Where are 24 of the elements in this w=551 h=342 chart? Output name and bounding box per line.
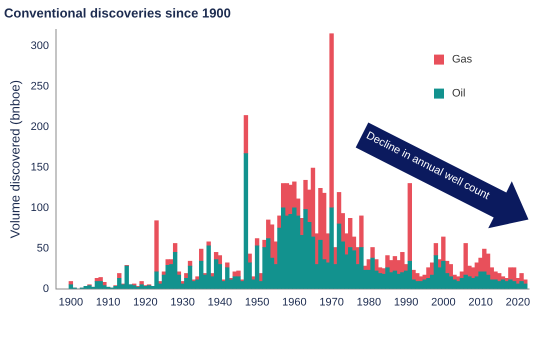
legend-label: Oil <box>452 88 466 100</box>
x-tick-label: 1950 <box>244 296 270 308</box>
x-tick-label: 2000 <box>431 296 456 308</box>
chart-title: Conventional discoveries since 1900 <box>4 5 231 20</box>
x-tick-label: 1940 <box>208 296 232 308</box>
y-tick-label: 100 <box>30 202 49 214</box>
x-tick-label: 1990 <box>394 296 418 308</box>
y-axis-title: Volume discovered (bnboe) <box>7 80 22 238</box>
legend-label: Gas <box>452 54 473 66</box>
x-tick-label: 1970 <box>319 296 344 308</box>
y-tick-label: 200 <box>30 120 49 133</box>
y-tick-label: 50 <box>36 242 49 254</box>
x-tick-label: 1980 <box>356 296 382 308</box>
x-tick-label: 1910 <box>96 296 120 308</box>
x-tick-label: 2020 <box>506 296 530 308</box>
x-tick-label: 1900 <box>58 296 84 308</box>
x-tick-label: 2010 <box>468 296 493 308</box>
y-tick-label: 250 <box>30 80 49 92</box>
x-tick-label: 1960 <box>282 296 307 308</box>
x-tick-label: 1930 <box>170 296 195 308</box>
y-tick-label: 300 <box>30 40 49 52</box>
y-tick-label: 150 <box>30 161 49 174</box>
y-tick-label: 0 <box>42 282 49 295</box>
x-tick-label: 1920 <box>133 296 158 308</box>
